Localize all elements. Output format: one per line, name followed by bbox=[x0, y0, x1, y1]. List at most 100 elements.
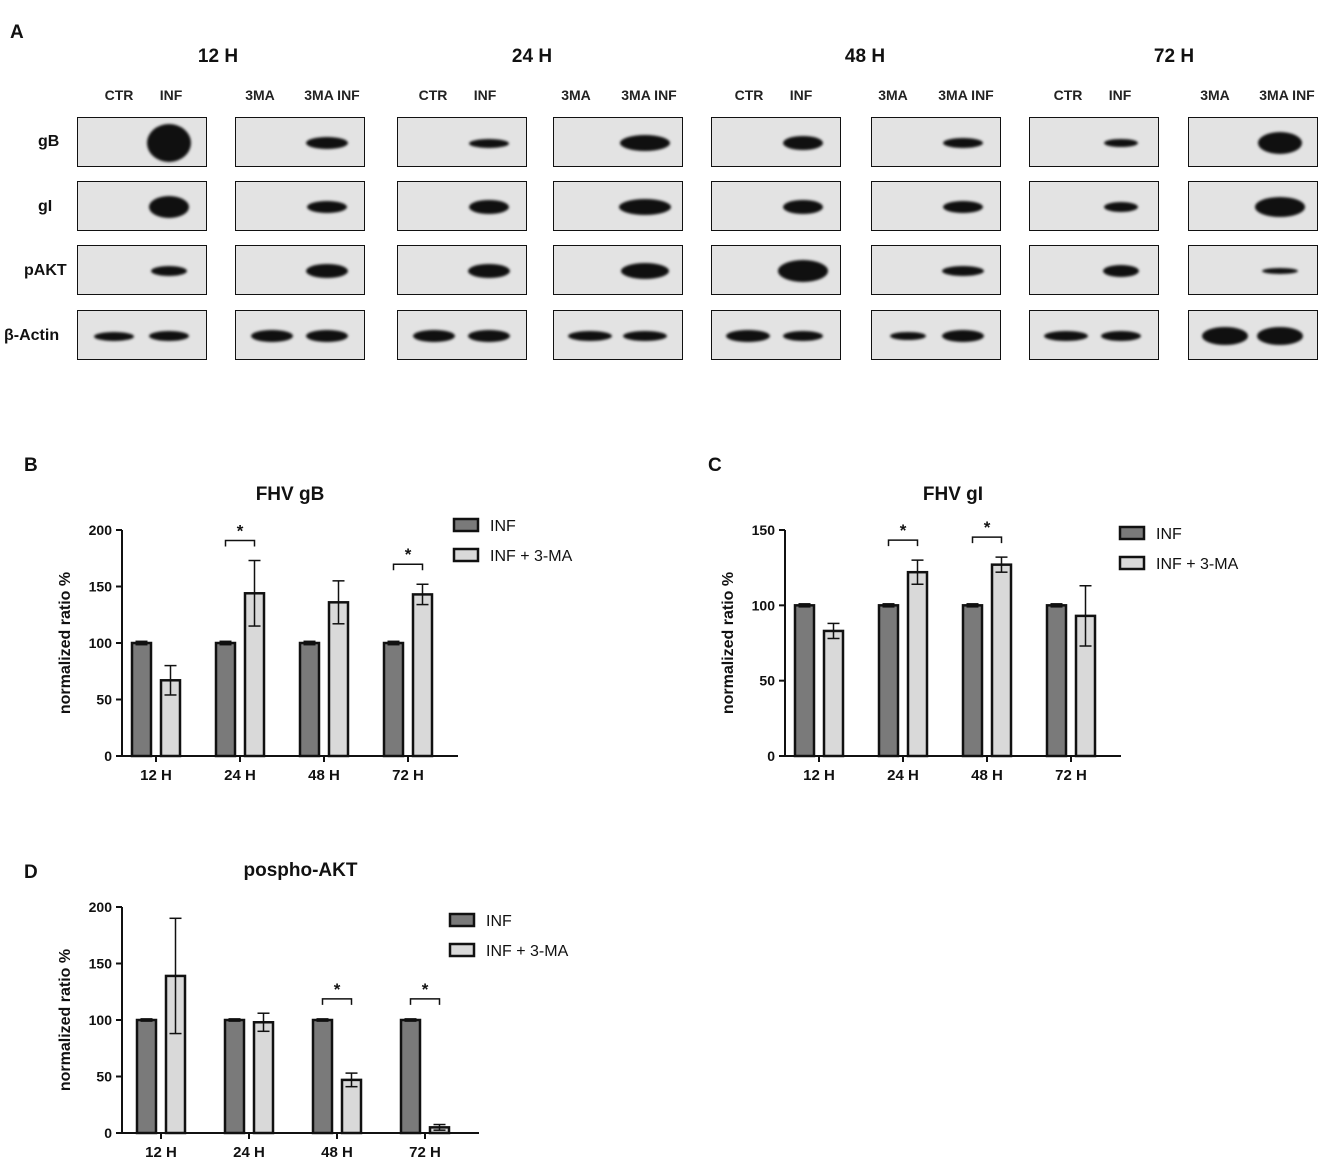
time-header-48h: 48 H bbox=[844, 46, 886, 67]
significance-star: * bbox=[984, 518, 991, 537]
blot-box bbox=[553, 181, 683, 231]
bar-inf-3ma bbox=[327, 601, 350, 758]
blot-box bbox=[711, 181, 841, 231]
chart-fhv-gi: FHV gI normalized ratio % 0 50 100 150 12 H 24 … bbox=[720, 484, 1239, 784]
blot-box bbox=[235, 181, 365, 231]
legend-label: INF + 3-MA bbox=[1156, 556, 1239, 573]
bar-inf bbox=[298, 641, 321, 758]
y-tick-label: 50 bbox=[96, 1069, 112, 1085]
blot-box bbox=[711, 245, 841, 295]
bar-inf-3ma bbox=[906, 570, 929, 758]
y-tick-label: 150 bbox=[89, 579, 113, 595]
blot-box bbox=[235, 310, 365, 360]
bar-inf bbox=[223, 1018, 246, 1135]
blot-box bbox=[397, 181, 527, 231]
lane-label: CTR bbox=[104, 87, 134, 103]
significance-bracket bbox=[887, 539, 919, 547]
blot-band bbox=[620, 135, 670, 151]
blot-box bbox=[77, 181, 207, 231]
blot-box bbox=[77, 117, 207, 167]
blot-band bbox=[783, 136, 823, 150]
blot-band bbox=[468, 264, 510, 278]
blot-band bbox=[1044, 331, 1089, 341]
x-tick-label: 24 H bbox=[233, 1144, 265, 1161]
blot-band bbox=[1262, 268, 1298, 274]
blot-band bbox=[306, 330, 348, 342]
x-tick-label: 24 H bbox=[224, 767, 256, 784]
significance-star: * bbox=[237, 522, 244, 541]
blot-box bbox=[1188, 310, 1318, 360]
lane-label: 3MA bbox=[878, 87, 908, 103]
blot-band bbox=[469, 138, 509, 148]
blot-box bbox=[1029, 117, 1159, 167]
panel-b-letter: B bbox=[24, 455, 38, 476]
bar-inf-3ma bbox=[822, 629, 845, 758]
bar-inf-3ma bbox=[411, 593, 434, 758]
bar-inf-3ma bbox=[340, 1078, 363, 1135]
blot-box bbox=[1029, 245, 1159, 295]
bar-inf bbox=[130, 641, 153, 758]
legend-label: INF + 3-MA bbox=[490, 548, 573, 565]
bar-inf bbox=[793, 604, 816, 758]
y-tick-label: 50 bbox=[96, 692, 112, 708]
blot-box bbox=[871, 245, 1001, 295]
blot-box bbox=[711, 310, 841, 360]
blot-band bbox=[1255, 197, 1305, 217]
row-label-beta-actin: β-Actin bbox=[4, 327, 60, 344]
blot-band bbox=[943, 138, 983, 148]
x-tick-label: 24 H bbox=[887, 767, 919, 784]
blot-band bbox=[149, 331, 189, 341]
significance-star: * bbox=[422, 980, 429, 999]
lane-label: INF bbox=[159, 87, 183, 103]
bar-inf bbox=[135, 1018, 158, 1135]
blot-box bbox=[1188, 245, 1318, 295]
chart-title: FHV gB bbox=[256, 484, 325, 505]
lane-label: 3MA INF bbox=[304, 87, 360, 103]
blot-band bbox=[568, 331, 613, 341]
x-tick-label: 48 H bbox=[971, 767, 1003, 784]
significance-star: * bbox=[900, 521, 907, 540]
y-tick-label: 0 bbox=[104, 748, 112, 764]
panel-a-letter: A bbox=[10, 22, 24, 43]
blot-box bbox=[553, 310, 683, 360]
y-tick-label: 100 bbox=[89, 635, 113, 651]
significance-star: * bbox=[334, 980, 341, 999]
y-axis-label: normalized ratio % bbox=[720, 572, 737, 714]
significance-bracket bbox=[409, 998, 441, 1005]
blot-band bbox=[147, 124, 191, 162]
legend-label: INF bbox=[490, 518, 516, 535]
blot-band bbox=[1258, 132, 1302, 154]
blot-band bbox=[413, 330, 456, 342]
x-tick-label: 12 H bbox=[803, 767, 835, 784]
significance-bracket bbox=[224, 539, 256, 547]
blot-box bbox=[397, 245, 527, 295]
blot-band bbox=[890, 332, 927, 340]
bar-inf bbox=[877, 604, 900, 758]
blot-box bbox=[1188, 117, 1318, 167]
legend-swatch bbox=[448, 912, 476, 928]
legend-swatch bbox=[1118, 555, 1146, 571]
blot-band bbox=[621, 263, 669, 279]
y-tick-label: 100 bbox=[752, 597, 776, 613]
time-header-12h: 12 H bbox=[197, 46, 239, 67]
blot-box bbox=[871, 310, 1001, 360]
y-tick-label: 200 bbox=[89, 899, 113, 915]
blot-band bbox=[1104, 139, 1138, 147]
blot-box bbox=[397, 117, 527, 167]
lane-label: INF bbox=[1108, 87, 1132, 103]
legend-label: INF bbox=[1156, 526, 1182, 543]
blot-band bbox=[942, 266, 984, 276]
blot-band bbox=[1202, 327, 1249, 345]
y-tick-label: 100 bbox=[89, 1012, 113, 1028]
x-tick-label: 12 H bbox=[140, 767, 172, 784]
chart-fhv-gb: FHV gB normalized ratio % 0 50 100 150 200 12 H… bbox=[57, 484, 573, 784]
blot-box bbox=[553, 245, 683, 295]
blot-band bbox=[469, 200, 509, 214]
significance-bracket bbox=[971, 536, 1003, 544]
blot-box bbox=[235, 117, 365, 167]
y-axis-label: normalized ratio % bbox=[57, 572, 74, 714]
time-header-72h: 72 H bbox=[1153, 46, 1195, 67]
bar-inf bbox=[399, 1018, 422, 1135]
legend-swatch bbox=[448, 942, 476, 958]
bar-inf-3ma bbox=[990, 563, 1013, 758]
